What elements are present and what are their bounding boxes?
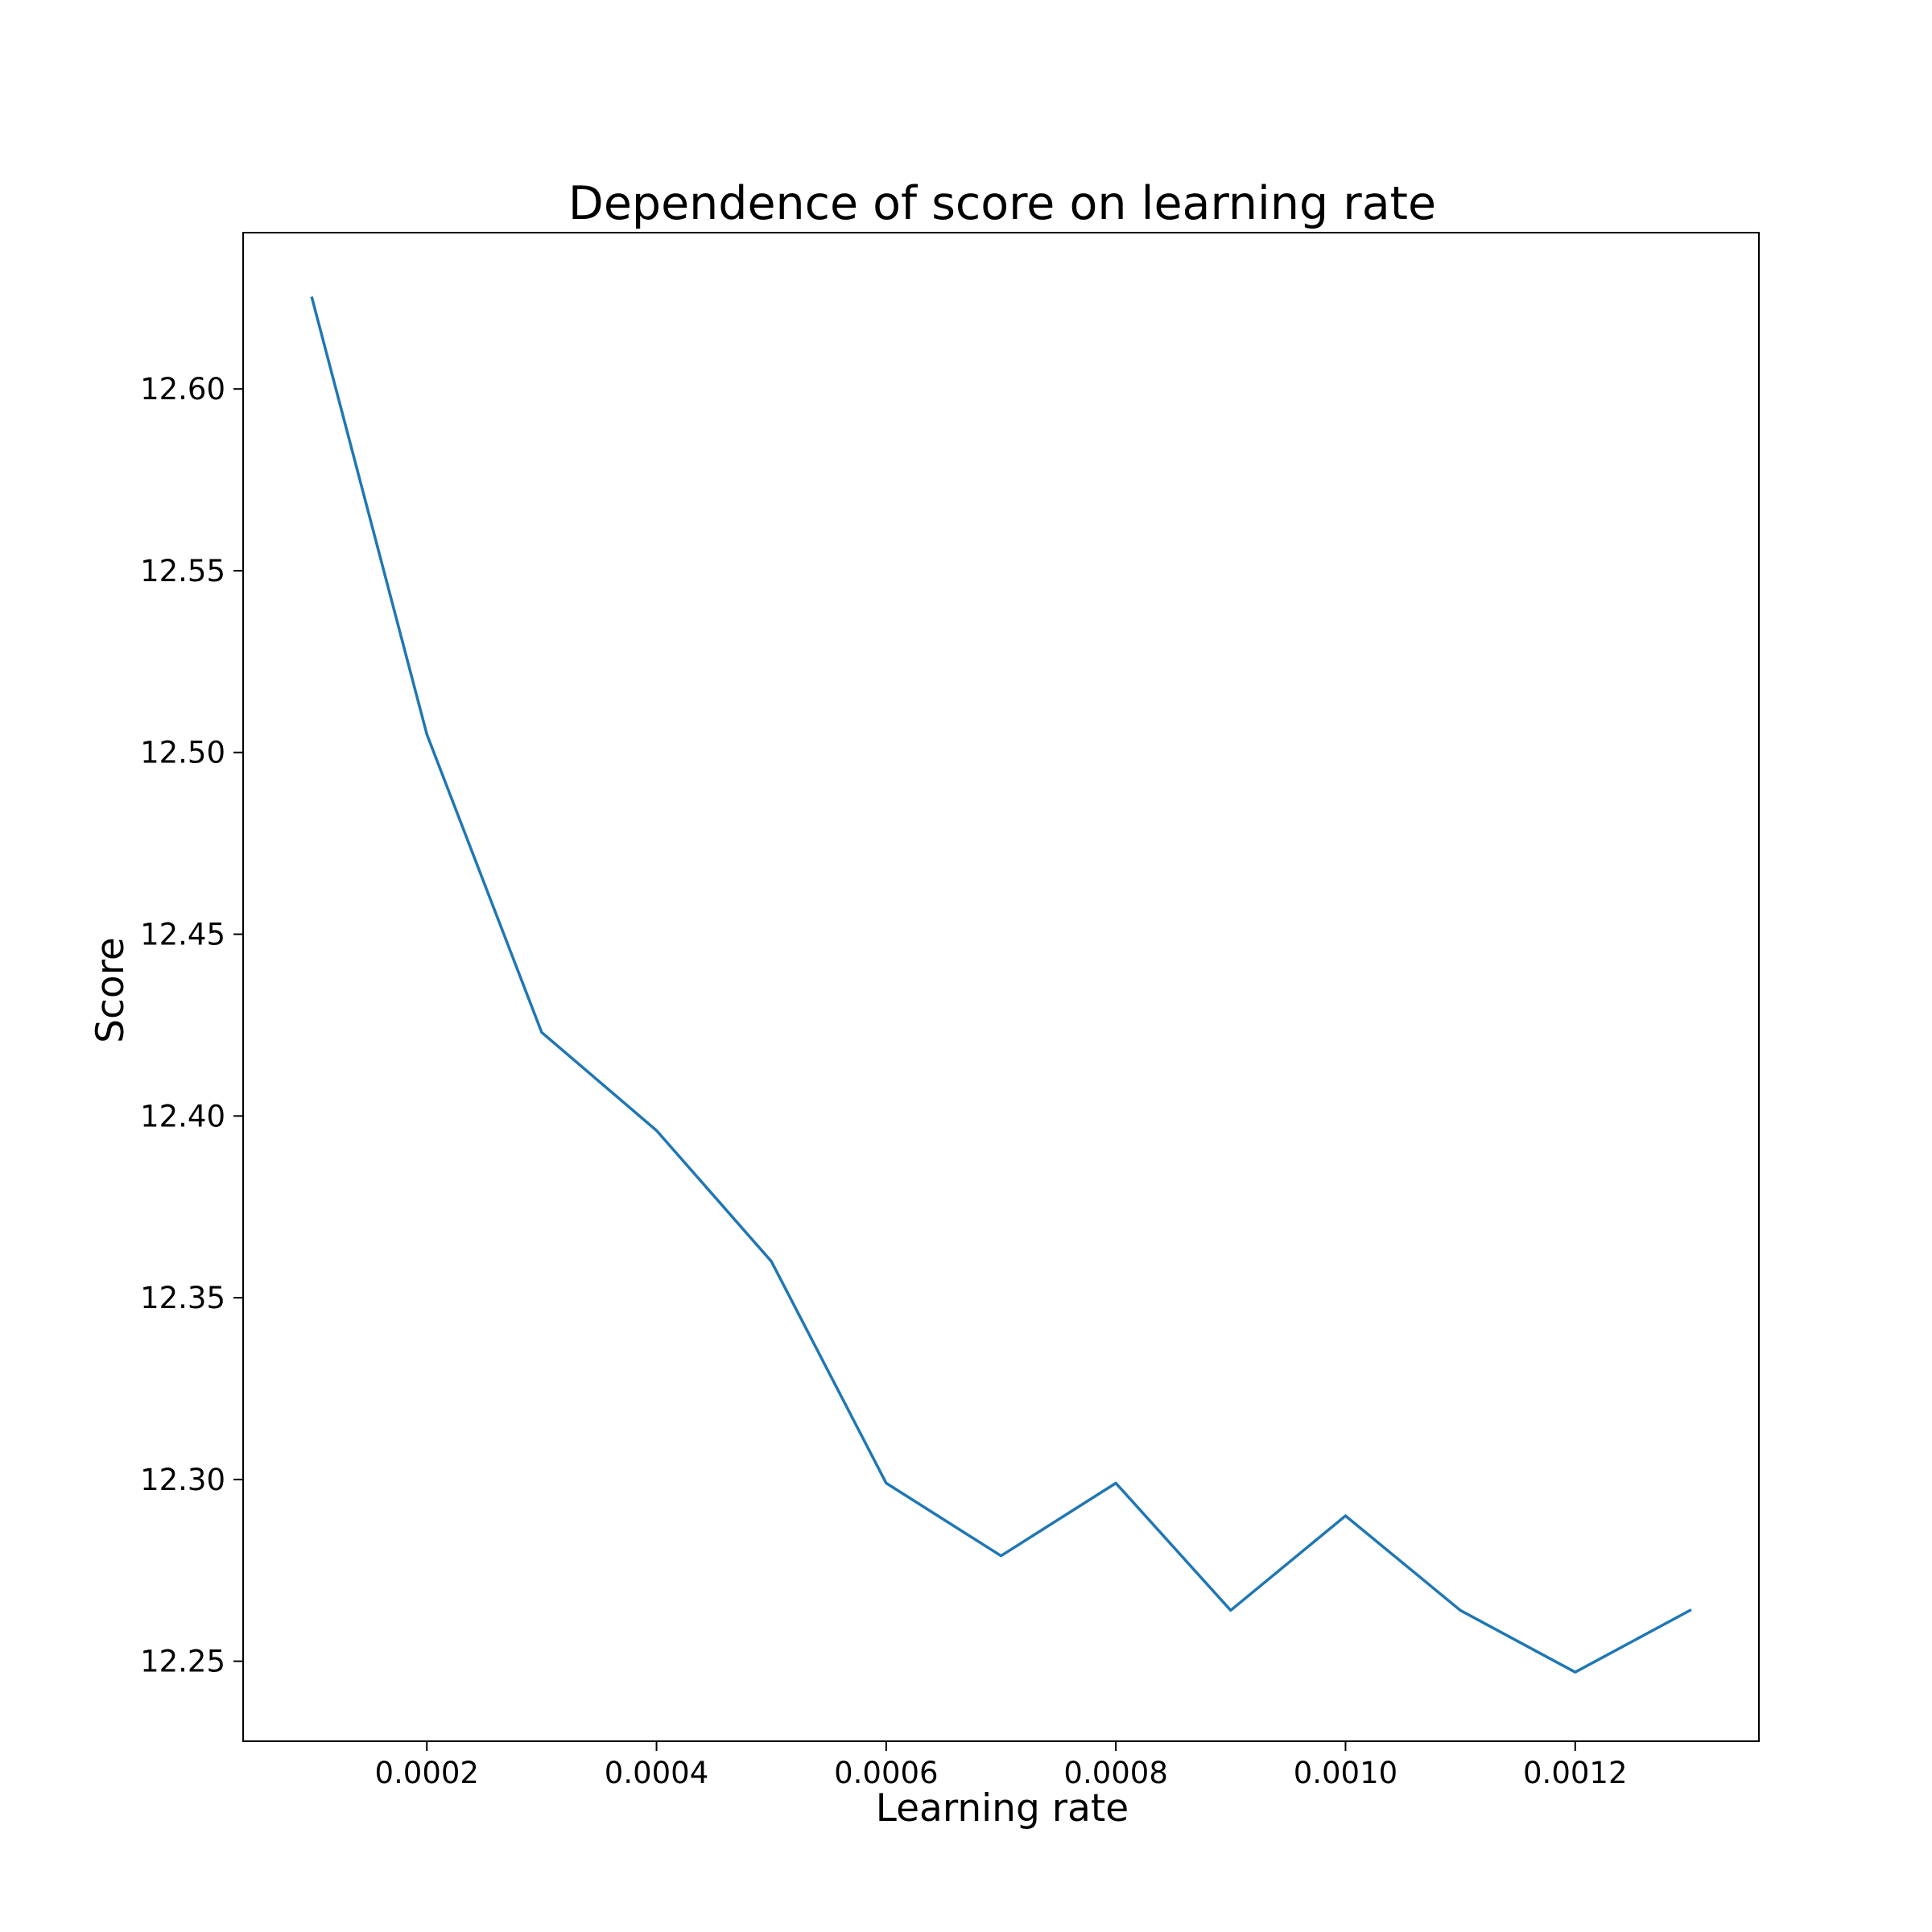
y-axis-label: Score (89, 937, 133, 1043)
x-axis: 0.0002 0.0004 0.0006 0.0008 0.0010 0.0012 (375, 1741, 1627, 1790)
x-tick-label: 0.0012 (1523, 1756, 1627, 1790)
plot-frame (242, 232, 1760, 1742)
y-tick-label: 12.50 (140, 736, 225, 770)
chart-title: Dependence of score on learning rate (568, 177, 1436, 230)
y-tick-label: 12.30 (140, 1463, 225, 1497)
x-tick-label: 0.0006 (834, 1756, 938, 1790)
y-tick-label: 12.25 (140, 1645, 225, 1679)
x-tick-label: 0.0008 (1063, 1756, 1167, 1790)
x-tick-label: 0.0010 (1294, 1756, 1397, 1790)
series-line (310, 296, 1692, 1674)
y-tick-label: 12.45 (140, 918, 225, 952)
y-tick-label: 12.40 (140, 1099, 225, 1133)
plot-area (310, 296, 1692, 1674)
x-tick-label: 0.0004 (605, 1756, 708, 1790)
y-tick-label: 12.55 (140, 554, 225, 588)
x-axis-label: Learning rate (876, 1786, 1129, 1831)
x-tick-label: 0.0002 (375, 1756, 479, 1790)
y-tick-label: 12.35 (140, 1281, 225, 1315)
y-tick-label: 12.60 (140, 372, 225, 407)
y-axis: 12.25 12.30 12.35 12.40 12.45 12.50 12.55 12.60 (140, 372, 243, 1679)
